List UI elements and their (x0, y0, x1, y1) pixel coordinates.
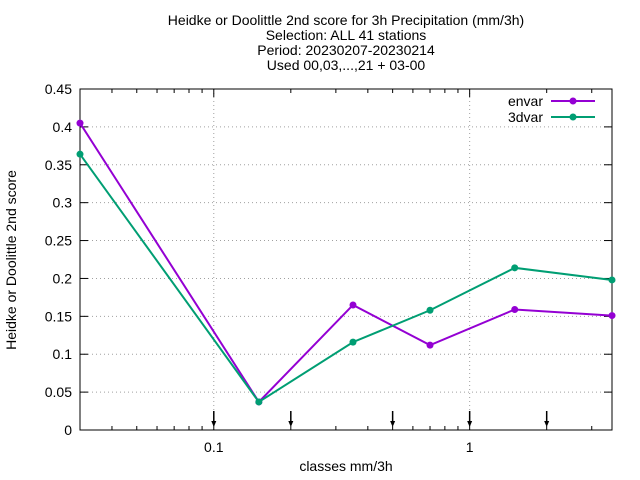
chart-title-line: Selection: ALL 41 stations (266, 27, 427, 43)
data-point-3dvar (349, 338, 357, 346)
data-point-envar (76, 119, 84, 127)
x-axis-label: classes mm/3h (299, 458, 392, 474)
y-tick-label: 0.05 (45, 384, 72, 400)
data-point-envar (511, 306, 519, 314)
y-tick-label: 0.3 (53, 195, 73, 211)
plot-frame (79, 88, 613, 431)
x-tick-label: 1 (466, 439, 474, 455)
data-point-envar (608, 312, 616, 320)
legend-swatch-marker (569, 97, 577, 105)
grid (80, 89, 612, 430)
legend-label: 3dvar (508, 109, 543, 125)
chart-title-line: Period: 20230207-20230214 (257, 42, 435, 58)
legend-swatch-marker (569, 113, 577, 121)
y-tick-label: 0.15 (45, 308, 72, 324)
y-axis-label: Heidke or Doolittle 2nd score (3, 170, 19, 350)
series-line-envar (79, 122, 613, 404)
y-tick-label: 0.35 (45, 157, 72, 173)
class-marker-arrow (211, 421, 217, 427)
data-point-envar (349, 301, 357, 309)
class-marker-arrow (288, 421, 294, 427)
chart-title-line: Used 00,03,...,21 + 03-00 (267, 57, 426, 73)
y-tick-label: 0.4 (53, 119, 73, 135)
chart-title-line: Heidke or Doolittle 2nd score for 3h Pre… (168, 12, 524, 28)
data-point-3dvar (426, 306, 434, 314)
y-axis: 0 0.05 0.1 0.15 0.2 0.25 0.3 0.35 0.4 0.45 (45, 81, 612, 438)
class-markers (211, 411, 550, 427)
class-marker-arrow (390, 421, 396, 427)
class-marker-arrow (467, 421, 473, 427)
data-point-3dvar (255, 398, 263, 406)
x-axis: 0.1 1 (111, 89, 593, 455)
y-tick-label: 0.2 (53, 270, 73, 286)
series-line-3dvar (79, 153, 613, 404)
y-tick-label: 0.25 (45, 233, 72, 249)
data-point-envar (426, 341, 434, 349)
chart-title: Heidke or Doolittle 2nd score for 3h Pre… (168, 12, 524, 73)
y-tick-label: 0 (64, 422, 72, 438)
data-point-3dvar (76, 150, 84, 158)
class-marker-arrow (544, 421, 550, 427)
data-point-3dvar (608, 276, 616, 284)
x-tick-label: 0.1 (204, 439, 224, 455)
data-point-3dvar (511, 264, 519, 272)
y-tick-label: 0.45 (45, 81, 72, 97)
series (76, 119, 616, 406)
legend-label: envar (508, 93, 543, 109)
y-tick-label: 0.1 (53, 346, 73, 362)
